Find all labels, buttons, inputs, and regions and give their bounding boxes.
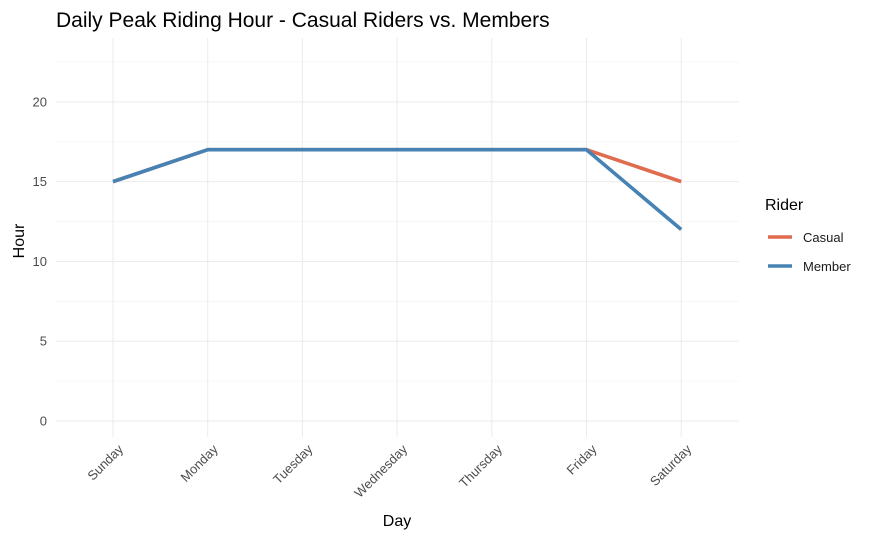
x-tick-label: Tuesday — [270, 441, 316, 487]
x-tick-label: Saturday — [647, 441, 695, 489]
chart-title: Daily Peak Riding Hour - Casual Riders v… — [56, 9, 550, 32]
y-tick-label: 10 — [33, 254, 47, 269]
series-lines — [112, 147, 683, 231]
y-tick-label: 15 — [33, 174, 47, 189]
legend-label-member: Member — [803, 259, 851, 274]
series-line-member — [112, 147, 683, 231]
x-tick-label: Thursday — [456, 441, 505, 490]
legend-label-casual: Casual — [803, 230, 844, 245]
x-axis-title: Day — [383, 513, 411, 530]
x-tick-labels: Sunday Monday Tuesday Wednesday Thursday Frid… — [84, 441, 694, 500]
x-tick-label: Monday — [178, 441, 222, 485]
y-tick-labels: 0 5 10 15 20 — [33, 94, 47, 428]
x-tick-label: Wednesday — [351, 441, 410, 500]
y-tick-label: 5 — [40, 334, 47, 349]
x-tick-label: Friday — [563, 441, 599, 477]
x-tick-label: Sunday — [84, 441, 126, 483]
grid-major-lines — [56, 38, 739, 437]
y-axis-title: Hour — [11, 223, 28, 258]
legend-title: Rider — [765, 197, 804, 214]
y-tick-label: 20 — [33, 94, 47, 109]
y-tick-label: 0 — [40, 414, 47, 429]
legend: Rider Casual Member — [765, 197, 851, 274]
